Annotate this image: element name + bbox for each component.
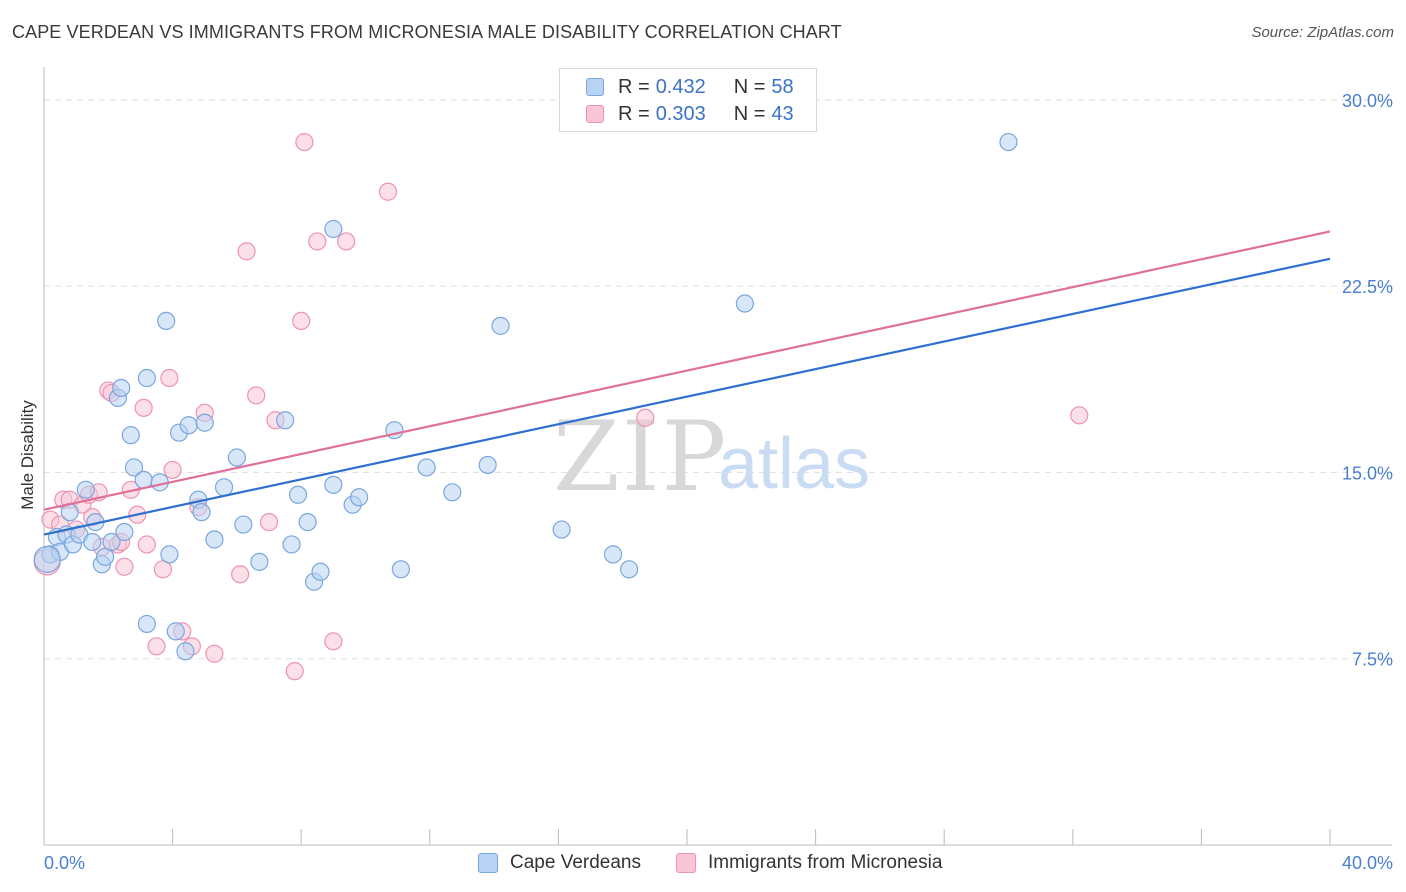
micronesia-point	[292, 311, 311, 331]
cape-verdean-point	[478, 455, 497, 475]
cape-verdean-point	[176, 642, 195, 661]
cape-verdean-point	[491, 316, 510, 335]
legend-r-value: 0.432	[655, 75, 706, 98]
micronesia-point	[247, 386, 266, 405]
legend-swatch-pink	[676, 853, 696, 873]
y-tick-label: 15.0%	[1342, 463, 1393, 483]
micronesia-point	[1070, 406, 1089, 425]
cape-verdean-point	[179, 416, 198, 435]
x-tick-label: 40.0%	[1342, 853, 1393, 873]
blue-series-points	[33, 132, 1018, 661]
cape-verdean-point	[349, 488, 369, 507]
cape-verdean-point	[124, 458, 144, 477]
cape-verdean-point	[234, 515, 253, 534]
cape-verdean-point	[298, 512, 317, 532]
legend-r-label: R =	[618, 102, 650, 125]
legend-row-pink: R = 0.303 N = 43	[586, 102, 794, 126]
cape-verdean-point	[227, 448, 246, 467]
cape-verdean-point	[160, 545, 179, 564]
micronesia-point	[134, 398, 153, 417]
cape-verdean-point	[391, 560, 410, 579]
legend-swatch-pink	[586, 105, 604, 123]
cape-verdean-point	[620, 560, 639, 579]
micronesia-point	[115, 557, 134, 576]
cape-verdean-point	[76, 480, 95, 499]
cape-verdean-point	[999, 132, 1018, 152]
cape-verdean-point	[735, 294, 754, 313]
legend-item-cape-verdeans[interactable]: Cape Verdeans	[478, 852, 641, 874]
legend-swatch-blue	[586, 78, 604, 96]
micronesia-point	[147, 637, 166, 656]
micronesia-point	[160, 368, 179, 388]
series-legend: Cape Verdeans Immigrants from Micronesia	[0, 852, 1406, 878]
cape-verdean-point	[552, 520, 571, 539]
cape-verdean-trend-line	[43, 257, 1331, 536]
micronesia-point	[337, 232, 356, 251]
micronesia-point	[237, 242, 256, 261]
cape-verdean-point	[276, 411, 295, 430]
micronesia-point	[163, 460, 182, 480]
legend-n-label: N =	[733, 102, 766, 125]
micronesia-point	[324, 632, 343, 651]
y-tick-label: 22.5%	[1342, 277, 1393, 297]
legend-n-value: 43	[771, 102, 794, 125]
cape-verdean-point	[157, 311, 176, 331]
cape-verdean-point	[205, 530, 224, 549]
tick-labels: 7.5% 15.0% 22.5% 30.0% 0.0% 40.0%	[44, 91, 1393, 873]
cape-verdean-point	[443, 483, 462, 502]
micronesia-point	[259, 512, 279, 532]
cape-verdean-point	[282, 535, 301, 554]
micronesia-point	[205, 644, 224, 663]
cape-verdean-point	[112, 378, 131, 398]
micronesia-point	[231, 565, 250, 584]
grid-lines	[44, 99, 1392, 660]
cape-verdean-point	[195, 413, 214, 432]
legend-r-value: 0.303	[655, 102, 706, 125]
cape-verdean-point	[83, 532, 102, 552]
micronesia-point	[378, 182, 398, 201]
cape-verdean-point	[324, 219, 343, 239]
micronesia-point	[295, 132, 314, 152]
cape-verdean-point	[250, 552, 269, 571]
cape-verdean-point	[214, 478, 234, 497]
stats-legend: R = 0.432 N = 58 R = 0.303 N = 43	[559, 68, 817, 132]
y-tick-label: 30.0%	[1342, 91, 1393, 111]
micronesia-point	[636, 408, 655, 427]
legend-swatch-blue	[478, 853, 498, 873]
watermark: ZIP atlas	[553, 401, 870, 513]
x-tick-label: 0.0%	[44, 853, 85, 873]
cape-verdean-point	[137, 614, 156, 634]
chart-title: CAPE VERDEAN VS IMMIGRANTS FROM MICRONES…	[12, 22, 842, 42]
cape-verdean-point	[288, 485, 308, 504]
cape-verdean-point	[192, 503, 211, 522]
legend-row-blue: R = 0.432 N = 58	[586, 75, 794, 99]
legend-n-label: N =	[733, 75, 766, 98]
cape-verdean-point	[311, 562, 330, 581]
micronesia-point	[285, 662, 304, 681]
micronesia-trend-line	[43, 230, 1331, 511]
micronesia-point	[137, 535, 156, 554]
watermark-atlas: atlas	[718, 424, 870, 504]
cape-verdean-point	[603, 545, 623, 564]
legend-item-label: Cape Verdeans	[510, 852, 641, 873]
cape-verdean-point	[121, 426, 140, 445]
cape-verdean-point	[324, 475, 343, 494]
legend-item-label: Immigrants from Micronesia	[708, 852, 943, 873]
trend-lines	[43, 230, 1331, 536]
legend-item-micronesia[interactable]: Immigrants from Micronesia	[676, 852, 942, 874]
cape-verdean-point	[166, 622, 185, 641]
y-tick-label: 7.5%	[1352, 650, 1393, 670]
cape-verdean-point	[137, 368, 156, 388]
axes	[43, 67, 1392, 846]
source-label: Source: ZipAtlas.com	[1251, 24, 1394, 41]
cape-verdean-point	[33, 545, 61, 573]
micronesia-point	[308, 232, 327, 251]
cape-verdean-point	[417, 458, 436, 477]
cape-verdean-point	[115, 522, 134, 542]
y-axis-label: Male Disability	[18, 400, 37, 510]
legend-r-label: R =	[618, 75, 650, 98]
legend-n-value: 58	[771, 75, 794, 98]
cape-verdean-point	[102, 532, 121, 552]
